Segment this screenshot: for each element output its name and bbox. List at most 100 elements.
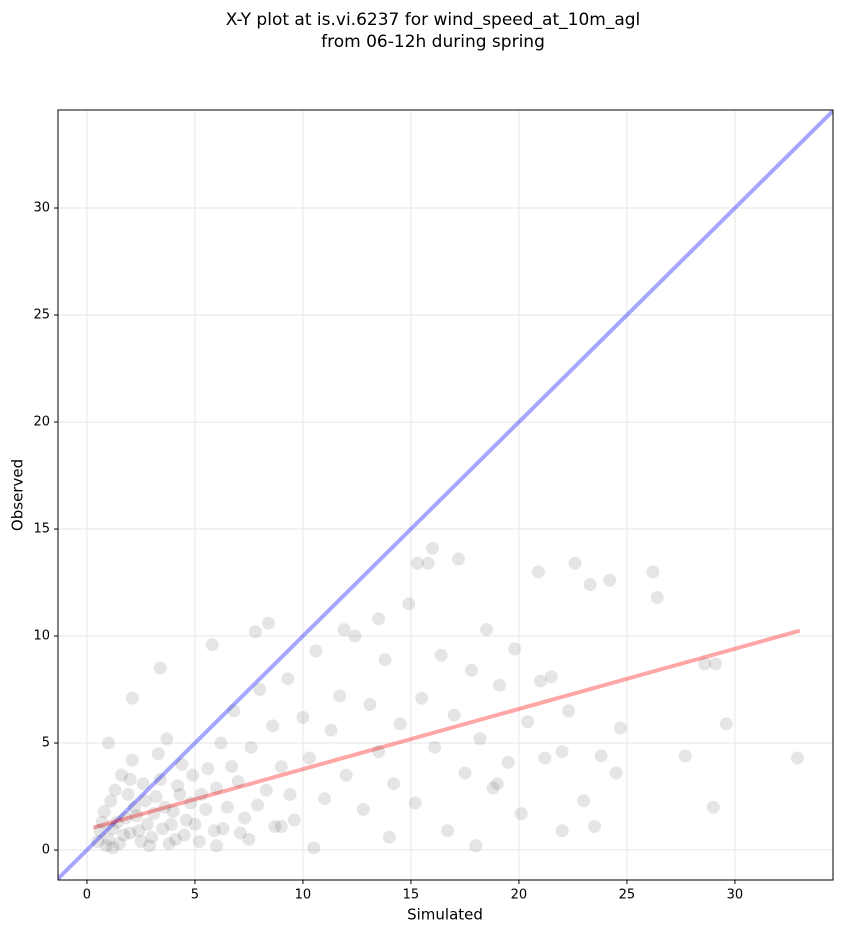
scatter-point bbox=[531, 565, 545, 579]
y-tick-label: 20 bbox=[33, 415, 50, 430]
scatter-point bbox=[130, 809, 144, 823]
scatter-point bbox=[102, 736, 116, 750]
scatter-point bbox=[140, 817, 154, 831]
scatter-point bbox=[259, 783, 273, 797]
scatter-point bbox=[508, 642, 522, 656]
x-tick-label: 5 bbox=[191, 888, 199, 903]
scatter-point bbox=[166, 805, 180, 819]
chart-title: from 06-12h during spring bbox=[321, 32, 545, 52]
x-axis-label: Simulated bbox=[407, 906, 483, 924]
scatter-point bbox=[162, 837, 176, 851]
scatter-point bbox=[302, 751, 316, 765]
chart-title: X-Y plot at is.vi.6237 for wind_speed_at… bbox=[226, 10, 641, 30]
scatter-point bbox=[186, 768, 200, 782]
scatter-point bbox=[613, 721, 627, 735]
x-tick-label: 10 bbox=[295, 888, 312, 903]
scatter-point bbox=[261, 616, 275, 630]
scatter-point bbox=[156, 822, 170, 836]
scatter-point bbox=[266, 719, 280, 733]
scatter-point bbox=[149, 790, 163, 804]
scatter-point bbox=[337, 623, 351, 637]
scatter-point bbox=[127, 800, 141, 814]
scatter-point bbox=[603, 573, 617, 587]
scatter-point bbox=[372, 612, 386, 626]
scatter-point bbox=[501, 755, 515, 769]
x-tick-label: 0 bbox=[83, 888, 91, 903]
scatter-point bbox=[97, 805, 111, 819]
scatter-point bbox=[281, 672, 295, 686]
scatter-point bbox=[296, 710, 310, 724]
scatter-point bbox=[151, 747, 165, 761]
scatter-point bbox=[402, 597, 416, 611]
scatter-point bbox=[544, 670, 558, 684]
x-tick-label: 30 bbox=[727, 888, 744, 903]
scatter-point bbox=[115, 768, 129, 782]
scatter-point bbox=[698, 657, 712, 671]
scatter-point bbox=[123, 826, 137, 840]
scatter-point bbox=[469, 839, 483, 853]
scatter-point bbox=[428, 740, 442, 754]
scatter-point bbox=[393, 717, 407, 731]
y-tick-label: 30 bbox=[33, 201, 50, 216]
scatter-point bbox=[231, 775, 245, 789]
scatter-point bbox=[99, 839, 113, 853]
fit-line bbox=[58, 110, 833, 880]
scatter-point bbox=[106, 822, 120, 836]
scatter-point bbox=[123, 772, 137, 786]
scatter-point bbox=[324, 723, 338, 737]
scatter-point bbox=[534, 674, 548, 688]
scatter-point bbox=[490, 777, 504, 791]
scatter-point bbox=[594, 749, 608, 763]
scatter-point bbox=[434, 648, 448, 662]
scatter-point bbox=[171, 779, 185, 793]
scatter-point bbox=[464, 663, 478, 677]
scatter-point bbox=[521, 715, 535, 729]
scatter-point bbox=[147, 807, 161, 821]
scatter-point bbox=[160, 732, 174, 746]
scatter-point bbox=[363, 698, 377, 712]
scatter-point bbox=[214, 736, 228, 750]
scatter-point bbox=[583, 578, 597, 592]
y-tick-label: 5 bbox=[42, 736, 50, 751]
scatter-point bbox=[210, 781, 224, 795]
scatter-point bbox=[242, 832, 256, 846]
scatter-point bbox=[205, 638, 219, 652]
scatter-point bbox=[421, 556, 435, 570]
x-tick-label: 25 bbox=[619, 888, 636, 903]
scatter-point bbox=[106, 841, 120, 855]
scatter-point bbox=[719, 717, 733, 731]
scatter-point bbox=[164, 817, 178, 831]
scatter-point bbox=[253, 683, 267, 697]
scatter-point bbox=[192, 834, 206, 848]
scatter-point bbox=[194, 787, 208, 801]
scatter-point bbox=[158, 800, 172, 814]
scatter-point bbox=[283, 787, 297, 801]
scatter-point bbox=[153, 661, 167, 675]
scatter-point bbox=[646, 565, 660, 579]
scatter-point bbox=[134, 834, 148, 848]
scatter-point bbox=[93, 824, 107, 838]
scatter-point bbox=[175, 757, 189, 771]
scatter-point bbox=[104, 794, 118, 808]
scatter-point bbox=[132, 824, 146, 838]
scatter-point bbox=[555, 824, 569, 838]
plot-area bbox=[58, 110, 833, 880]
scatter-point bbox=[318, 792, 332, 806]
y-tick-label: 0 bbox=[42, 843, 50, 858]
scatter-point bbox=[387, 777, 401, 791]
x-tick-label: 20 bbox=[511, 888, 528, 903]
y-tick-label: 15 bbox=[33, 522, 50, 537]
scatter-point bbox=[309, 644, 323, 658]
scatter-point bbox=[382, 830, 396, 844]
scatter-point bbox=[274, 819, 288, 833]
scatter-point bbox=[588, 819, 602, 833]
scatter-point bbox=[238, 811, 252, 825]
scatter-point bbox=[274, 760, 288, 774]
scatter-point bbox=[268, 819, 282, 833]
scatter-point bbox=[356, 802, 370, 816]
scatter-point bbox=[108, 783, 122, 797]
scatter-point bbox=[210, 839, 224, 853]
scatter-point bbox=[480, 623, 494, 637]
scatter-point bbox=[492, 678, 506, 692]
